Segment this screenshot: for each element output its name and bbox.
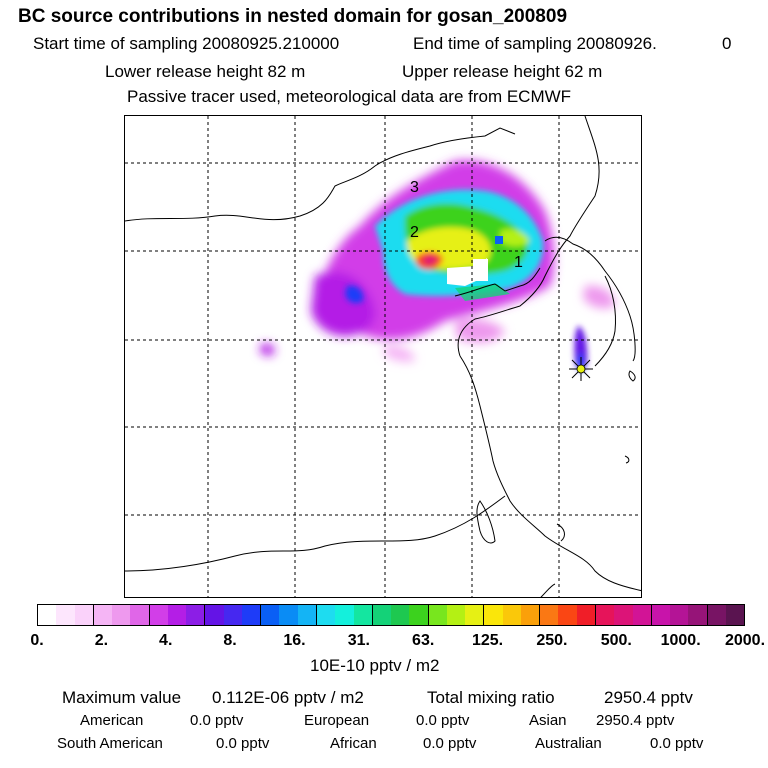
- region-african-value: 0.0 pptv: [423, 735, 477, 752]
- colorbar-tick-label: 8.: [223, 632, 237, 649]
- colorbar-swatch: [279, 605, 298, 625]
- region-asian-value: 2950.4 pptv: [596, 712, 675, 729]
- upper-release-height: Upper release height 62 m: [402, 62, 603, 81]
- colorbar-tick-label: 2.: [94, 632, 109, 649]
- colorbar-tick-label: 2000.: [724, 632, 766, 649]
- colorbar-swatch: [148, 605, 168, 625]
- lower-release-height: Lower release height 82 m: [105, 62, 306, 81]
- colorbar-swatch: [688, 605, 707, 625]
- colorbar-swatch: [92, 605, 113, 625]
- region-european-name: European: [304, 712, 370, 729]
- colorbar-swatch: [706, 605, 726, 625]
- colorbar-swatch: [223, 605, 242, 625]
- colorbar-swatch: [725, 605, 745, 625]
- map-panel: 1 2 3: [124, 115, 642, 598]
- region-american-name: American: [80, 712, 144, 729]
- colorbar-swatch: [38, 605, 57, 625]
- colorbar-swatch: [614, 605, 633, 625]
- colorbar-swatch: [465, 605, 484, 625]
- colorbar-swatch: [558, 605, 577, 625]
- colorbar-tick-label: 0.: [30, 632, 44, 649]
- colorbar-swatch: [594, 605, 615, 625]
- colorbar-swatch: [186, 605, 205, 625]
- coastlines: [125, 116, 641, 597]
- colorbar-swatch: [335, 605, 354, 625]
- marker-1: 1: [514, 254, 523, 271]
- colorbar-tick-label: 1000.: [660, 632, 701, 649]
- colorbar-swatch: [391, 605, 410, 625]
- colorbar-swatch: [576, 605, 595, 625]
- colorbar: [37, 604, 745, 626]
- colorbar-tick-label: 250.: [536, 632, 568, 649]
- region-asian-name: Asian: [529, 712, 567, 729]
- max-value: 0.112E-06 pptv / m2: [212, 688, 364, 707]
- marker-2: 2: [410, 224, 419, 241]
- colorbar-swatch: [483, 605, 503, 625]
- colorbar-swatch: [167, 605, 187, 625]
- colorbar-swatch: [130, 605, 149, 625]
- colorbar-swatch: [315, 605, 336, 625]
- region-australian-value: 0.0 pptv: [650, 735, 704, 752]
- max-value-label: Maximum value: [62, 688, 182, 707]
- region-european-value: 0.0 pptv: [416, 712, 470, 729]
- colorbar-swatch: [241, 605, 261, 625]
- colorbar-swatch: [650, 605, 671, 625]
- colorbar-swatch: [632, 605, 651, 625]
- colorbar-swatch: [74, 605, 93, 625]
- colorbar-swatch: [204, 605, 224, 625]
- colorbar-swatch: [502, 605, 521, 625]
- end-time-value: 0: [722, 34, 732, 53]
- colorbar-tick-label: 4.: [159, 632, 173, 649]
- colorbar-tick-label: 125.: [471, 632, 504, 649]
- colorbar-swatch: [297, 605, 316, 625]
- colorbar-swatch: [353, 605, 372, 625]
- region-african-name: African: [330, 735, 377, 752]
- colorbar-swatch: [56, 605, 75, 625]
- colorbar-unit: 10E-10 pptv / m2: [310, 656, 440, 675]
- total-mixing-value: 2950.4 pptv: [604, 688, 693, 707]
- receptor-star-icon: [569, 357, 593, 381]
- colorbar-swatch: [260, 605, 280, 625]
- graticule: [125, 116, 641, 597]
- colorbar-swatch: [670, 605, 689, 625]
- colorbar-tick-label: 16.: [283, 632, 306, 649]
- colorbar-tick-label: 500.: [600, 632, 632, 649]
- colorbar-swatch: [446, 605, 466, 625]
- colorbar-swatch: [520, 605, 540, 625]
- region-south-american-name: South American: [57, 735, 163, 752]
- region-south-american-value: 0.0 pptv: [216, 735, 270, 752]
- figure-title: BC source contributions in nested domain…: [18, 6, 568, 27]
- colorbar-swatch: [112, 605, 131, 625]
- colorbar-swatch: [427, 605, 447, 625]
- tracer-note: Passive tracer used, meteorological data…: [127, 87, 572, 106]
- colorbar-tick-label: 31.: [347, 632, 370, 649]
- end-time-label: End time of sampling 20080926.: [413, 34, 657, 53]
- region-australian-name: Australian: [535, 735, 602, 752]
- region-american-value: 0.0 pptv: [190, 712, 244, 729]
- colorbar-swatch: [409, 605, 428, 625]
- start-time-label: Start time of sampling 20080925.210000: [33, 34, 340, 53]
- marker-3: 3: [410, 179, 419, 196]
- map-canvas: 1 2 3: [125, 116, 641, 597]
- colorbar-tick-label: 63.: [412, 632, 435, 649]
- total-mixing-label: Total mixing ratio: [427, 688, 555, 707]
- colorbar-swatch: [371, 605, 392, 625]
- colorbar-swatch: [539, 605, 559, 625]
